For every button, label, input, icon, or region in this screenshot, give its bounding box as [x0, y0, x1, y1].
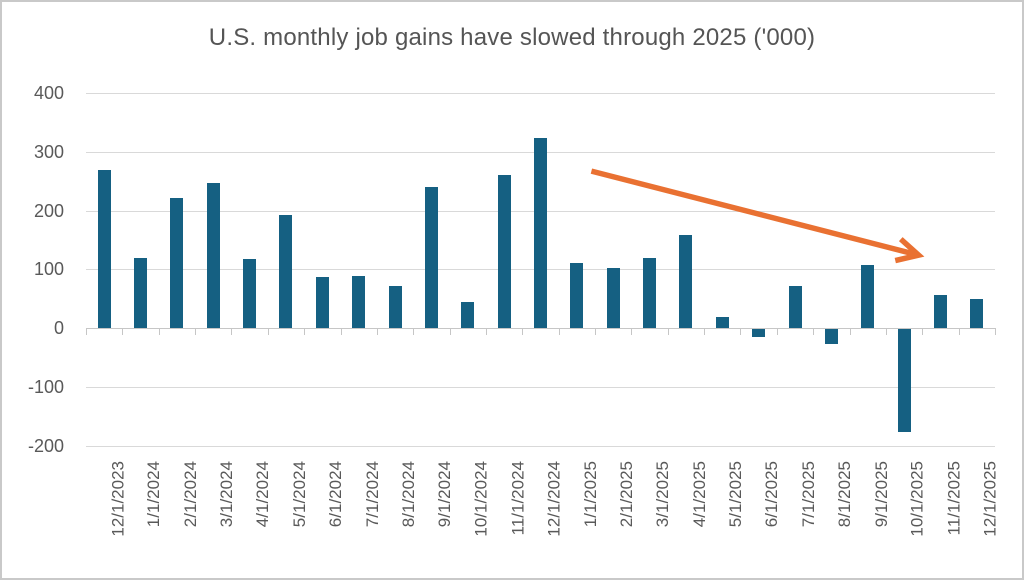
x-axis-label: 11/1/2024 [508, 461, 528, 536]
x-axis-label: 11/1/2025 [944, 461, 964, 536]
axis-tick [595, 328, 596, 335]
axis-tick [268, 328, 269, 335]
axis-tick [777, 328, 778, 335]
x-axis-label: 12/1/2024 [544, 461, 564, 537]
x-axis-label: 10/1/2024 [471, 461, 491, 537]
x-axis-label: 9/1/2025 [871, 461, 891, 528]
axis-tick [522, 328, 523, 335]
y-axis-label: 0 [53, 318, 64, 338]
x-axis-label: 12/1/2023 [108, 461, 128, 537]
axis-tick [122, 328, 123, 335]
x-axis-label: 6/1/2025 [762, 461, 782, 528]
bar [97, 169, 111, 328]
x-axis-label: 7/1/2025 [799, 461, 819, 528]
axis-tick [341, 328, 342, 335]
axis-tick [813, 328, 814, 335]
bar [643, 257, 657, 328]
axis-tick [413, 328, 414, 335]
axis-tick [959, 328, 960, 335]
x-axis-label: 5/1/2024 [289, 461, 309, 528]
x-axis-line [86, 328, 995, 329]
x-axis-label: 8/1/2024 [399, 461, 419, 528]
bar [570, 262, 584, 328]
axis-tick [631, 328, 632, 335]
bar [134, 258, 148, 328]
x-axis-label: 5/1/2025 [726, 461, 746, 528]
axis-tick [377, 328, 378, 335]
axis-tick [668, 328, 669, 335]
axis-tick [195, 328, 196, 335]
gridline [86, 386, 995, 388]
bar [206, 183, 220, 328]
x-axis-label: 4/1/2025 [689, 461, 709, 528]
bar [461, 302, 475, 328]
bar [424, 187, 438, 328]
axis-tick [450, 328, 451, 335]
x-axis-label: 4/1/2024 [253, 461, 273, 528]
axis-tick [740, 328, 741, 335]
bar [788, 285, 802, 328]
x-axis-label: 7/1/2024 [362, 461, 382, 528]
bar [315, 276, 329, 328]
axis-tick [159, 328, 160, 335]
gridline [86, 93, 995, 94]
y-axis-label: 300 [33, 141, 64, 162]
bar [279, 214, 293, 328]
bar [170, 197, 184, 328]
y-axis-label: 100 [33, 259, 64, 280]
bar [388, 286, 402, 328]
bar [933, 294, 947, 328]
axis-tick [922, 328, 923, 335]
axis-tick [486, 328, 487, 335]
axis-tick [886, 328, 887, 335]
x-axis-label: 9/1/2024 [435, 461, 455, 528]
x-axis-label: 10/1/2025 [908, 461, 928, 537]
bar [824, 329, 838, 345]
x-axis-label: 3/1/2025 [653, 461, 673, 528]
y-axis-label: 400 [33, 83, 64, 103]
gridline [86, 445, 995, 447]
bar [715, 316, 729, 328]
x-axis-label: 3/1/2024 [217, 461, 237, 528]
axis-tick [995, 328, 996, 335]
bar [679, 235, 693, 328]
bar [352, 276, 366, 328]
x-axis-label: 8/1/2025 [835, 461, 855, 528]
x-axis-label: 2/1/2024 [180, 461, 200, 528]
axis-tick [86, 328, 87, 335]
axis-tick [850, 328, 851, 335]
bar [243, 258, 257, 328]
bar [861, 264, 875, 328]
axis-tick [231, 328, 232, 335]
x-axis-label: 2/1/2025 [617, 461, 637, 528]
x-axis-label: 12/1/2025 [980, 461, 1000, 537]
bar [497, 174, 511, 328]
x-axis-label: 6/1/2024 [326, 461, 346, 528]
chart-title: U.S. monthly job gains have slowed throu… [208, 24, 816, 51]
axis-tick [304, 328, 305, 335]
bar [897, 329, 911, 432]
axis-tick [704, 328, 705, 335]
bar [752, 329, 766, 337]
bar [606, 268, 620, 328]
bar [534, 138, 547, 328]
bar [970, 298, 984, 328]
x-axis-label: 1/1/2024 [144, 461, 164, 528]
axis-tick [559, 328, 560, 335]
y-axis-label: 200 [33, 200, 64, 221]
y-axis-label: -100 [27, 376, 64, 397]
y-axis-label: -200 [27, 435, 64, 456]
x-axis-label: 1/1/2025 [580, 461, 600, 528]
